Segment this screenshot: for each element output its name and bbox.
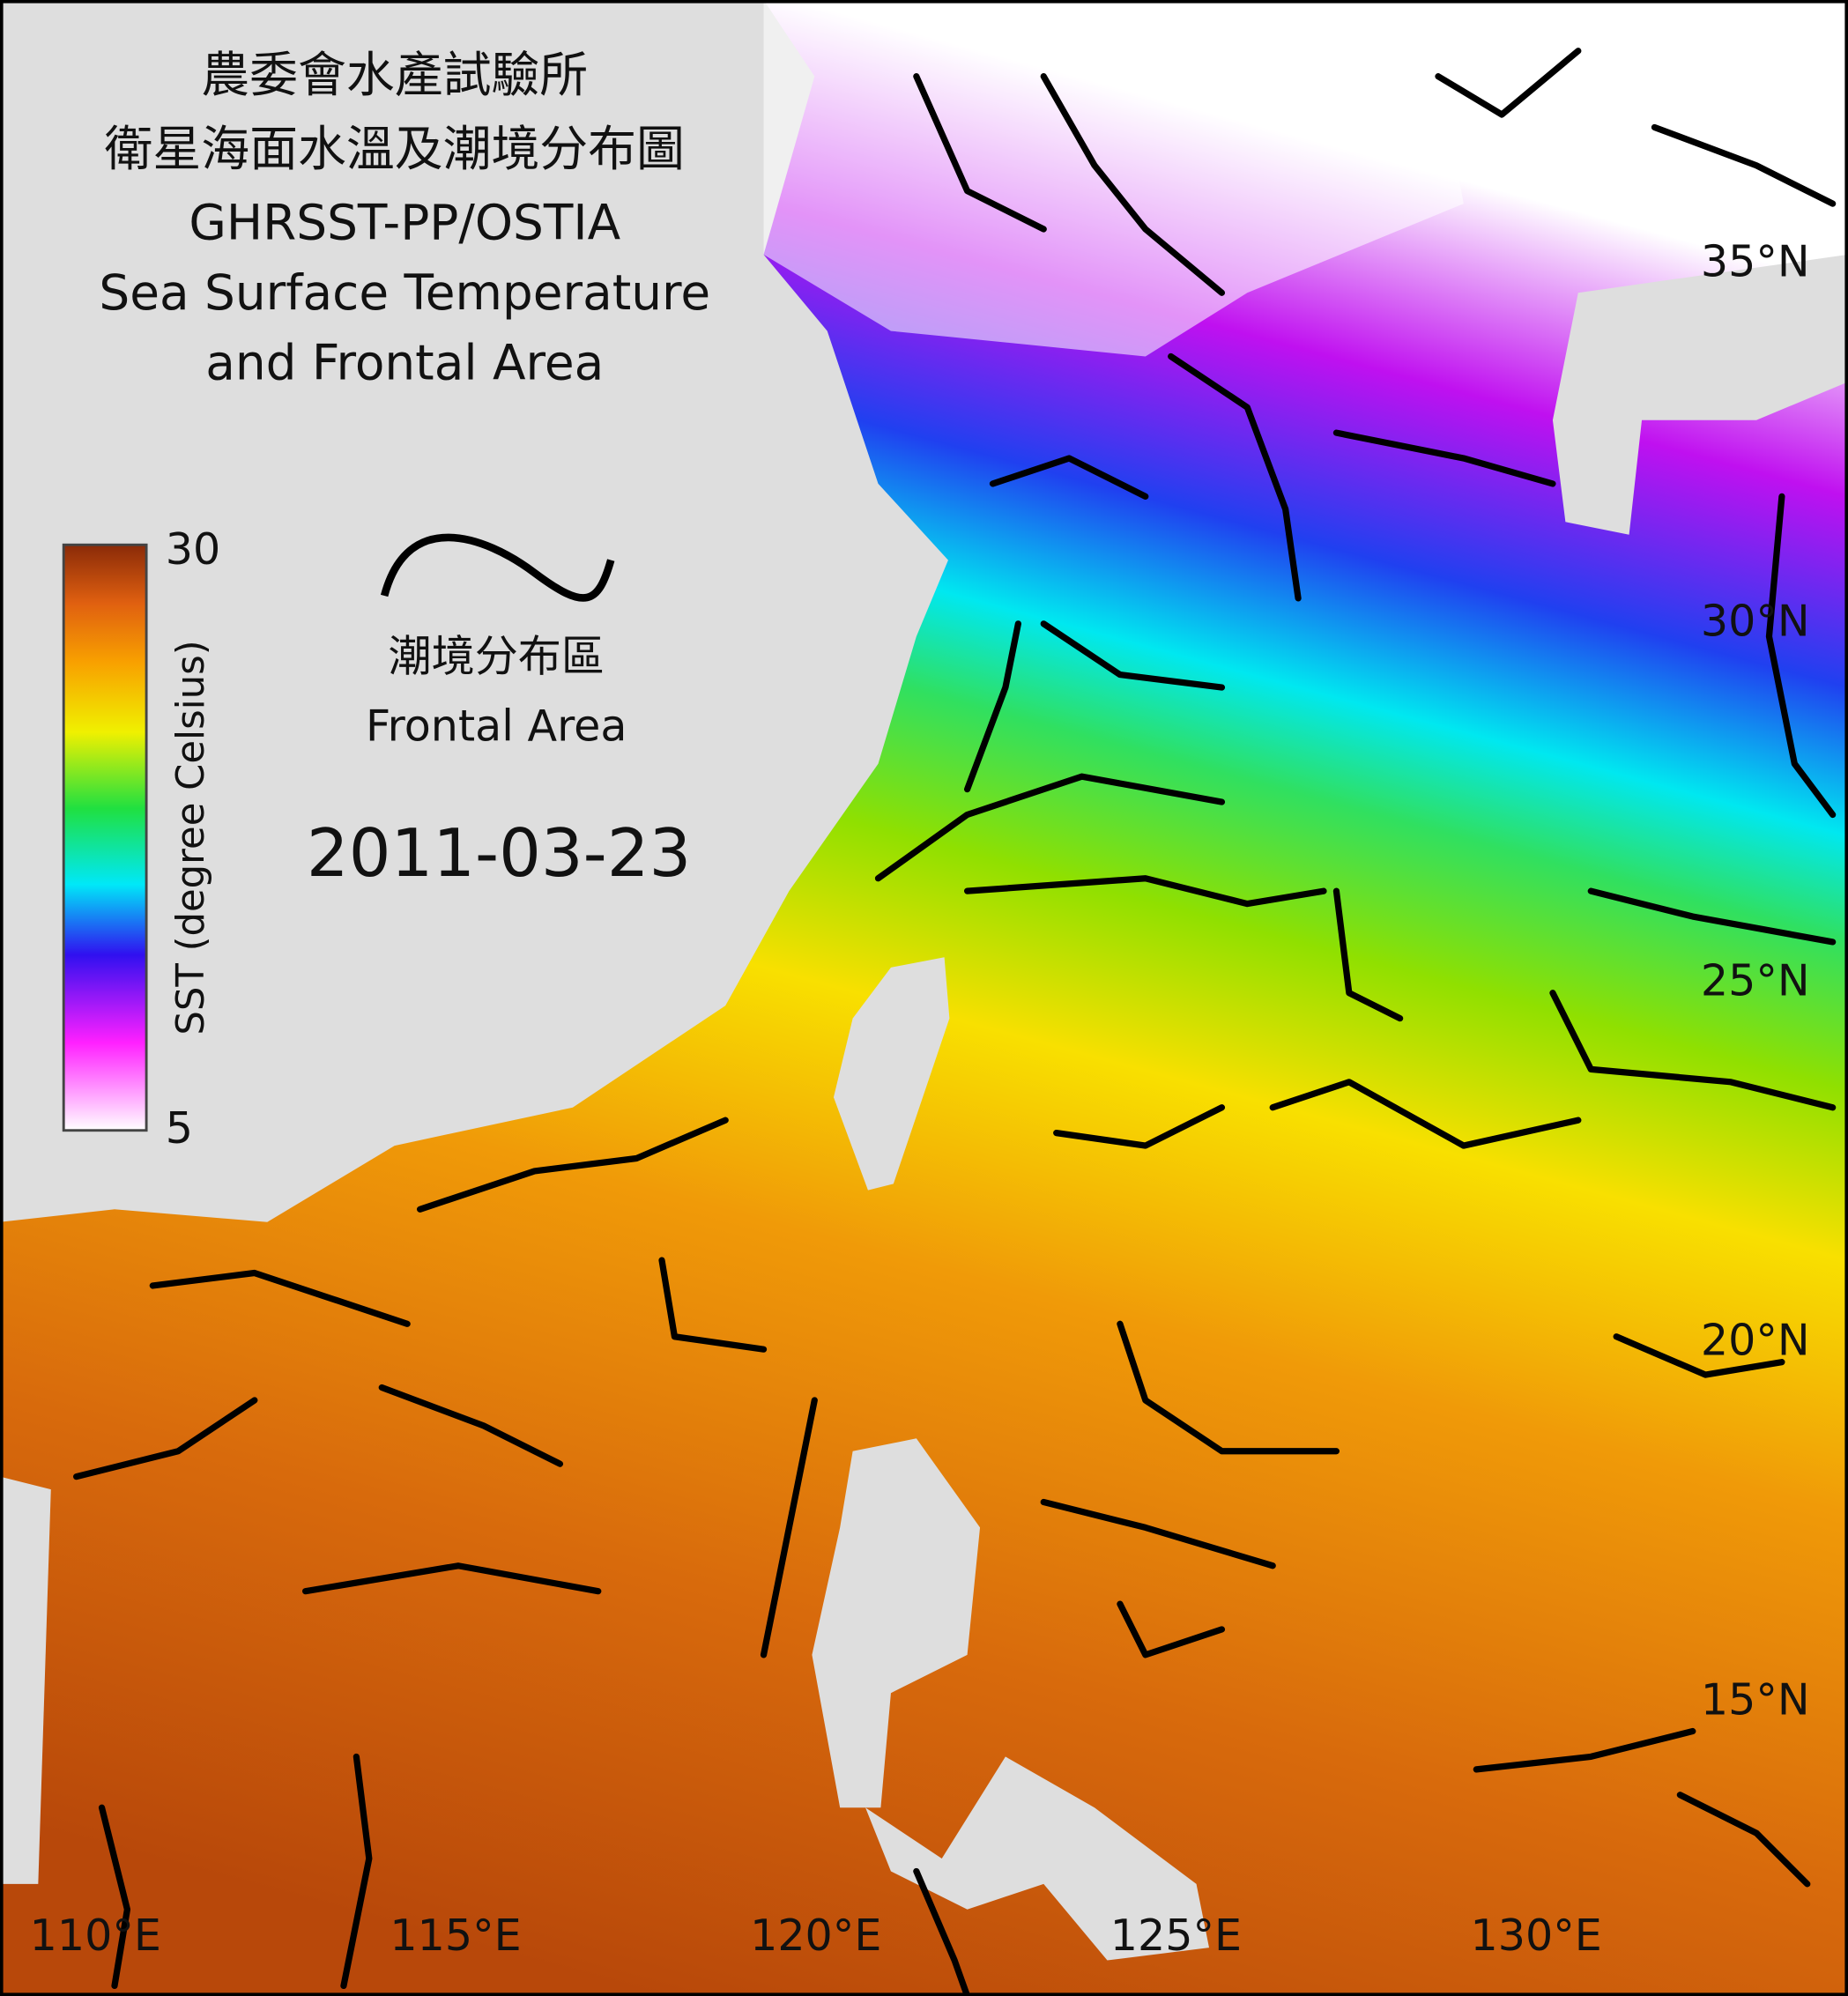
colorbar-min: 5 <box>166 1102 193 1154</box>
longitude-label: 115°E <box>390 1910 521 1961</box>
title-line: 農委會水產試驗所 <box>201 47 588 103</box>
longitude-label: 125°E <box>1110 1910 1242 1961</box>
latitude-label: 25°N <box>1701 955 1810 1006</box>
latitude-label: 35°N <box>1701 235 1810 286</box>
cold-water <box>763 0 1464 357</box>
colorbar-max: 30 <box>166 523 220 575</box>
title-line: GHRSST-PP/OSTIA <box>189 195 620 251</box>
longitude-label: 110°E <box>30 1910 161 1961</box>
title-line: Sea Surface Temperature <box>99 264 710 321</box>
front-legend-text: 潮境分布區 <box>389 630 605 681</box>
front-legend-text: Frontal Area <box>366 701 627 752</box>
latitude-labels: 35°N 30°N 25°N 20°N 15°N <box>1701 235 1810 1725</box>
latitude-label: 30°N <box>1701 596 1810 647</box>
longitude-label: 120°E <box>750 1910 881 1961</box>
colorbar <box>62 543 148 1132</box>
fronts <box>73 48 1837 1996</box>
longitude-labels: 110°E 115°E 120°E 125°E 130°E <box>30 1910 1602 1961</box>
title: 農委會水產試驗所 衛星海面水溫及潮境分布圖 GHRSST-PP/OSTIA Se… <box>99 47 710 390</box>
date: 2011-03-23 <box>307 814 691 892</box>
colorbar-label: SST (degree Celsius) <box>169 640 213 1035</box>
title-line: 衛星海面水溫及潮境分布圖 <box>104 121 684 177</box>
longitude-label: 130°E <box>1471 1910 1602 1961</box>
latitude-label: 15°N <box>1701 1674 1810 1725</box>
title-line: and Frontal Area <box>205 334 604 390</box>
front-legend-line <box>380 533 615 602</box>
latitude-label: 20°N <box>1701 1315 1810 1366</box>
